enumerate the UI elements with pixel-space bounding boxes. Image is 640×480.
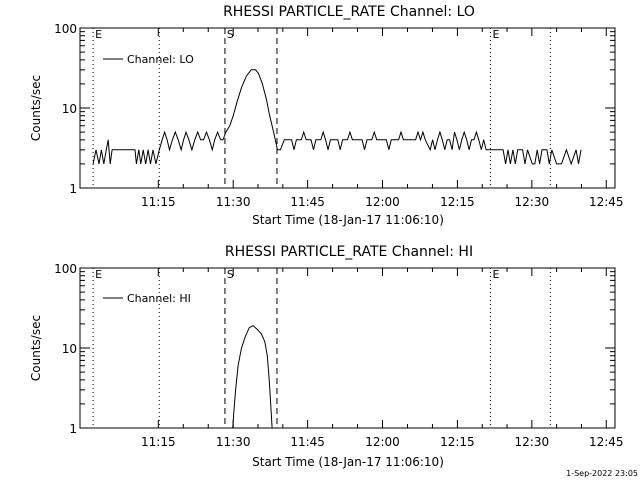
marker-label: S	[227, 268, 234, 281]
generated-timestamp: 1-Sep-2022 23:05	[566, 469, 638, 478]
x-tick-label: 12:45	[589, 195, 624, 209]
chart-title: RHESSI PARTICLE_RATE Channel: LO	[223, 4, 475, 20]
chart-title: RHESSI PARTICLE_RATE Channel: HI	[225, 244, 473, 260]
marker-label: E	[492, 28, 499, 41]
x-axis-label: Start Time (18-Jan-17 11:06:10)	[252, 455, 444, 469]
x-tick-label: 11:15	[141, 435, 176, 449]
series-line	[232, 325, 273, 429]
series-line	[92, 69, 582, 166]
panel-hi: RHESSI PARTICLE_RATE Channel: HI Counts/…	[29, 244, 624, 469]
x-tick-label: 12:00	[365, 195, 400, 209]
marker-label: S	[227, 28, 234, 41]
y-axis-label: Counts/sec	[29, 75, 43, 141]
x-tick-label: 11:15	[141, 195, 176, 209]
x-tick-label: 12:00	[365, 435, 400, 449]
x-tick-label: 12:30	[515, 195, 550, 209]
y-tick-label: 1	[69, 182, 77, 196]
panel-lo: RHESSI PARTICLE_RATE Channel: LO Counts/…	[29, 4, 624, 227]
y-tick-label: 10	[62, 342, 77, 356]
x-axis-label: Start Time (18-Jan-17 11:06:10)	[252, 213, 444, 227]
x-tick-label: 12:15	[440, 195, 475, 209]
x-tick-label: 11:45	[290, 435, 325, 449]
legend-label: Channel: LO	[127, 53, 194, 66]
x-tick-label: 11:30	[216, 435, 251, 449]
x-tick-label: 11:30	[216, 195, 251, 209]
x-tick-label: 11:45	[290, 195, 325, 209]
y-axis-label: Counts/sec	[29, 315, 43, 381]
marker-label: E	[492, 268, 499, 281]
x-tick-label: 12:15	[440, 435, 475, 449]
y-tick-label: 100	[54, 22, 77, 36]
marker-label: E	[95, 28, 102, 41]
y-tick-label: 1	[69, 422, 77, 436]
y-tick-label: 100	[54, 262, 77, 276]
marker-label: E	[95, 268, 102, 281]
x-tick-label: 12:45	[589, 435, 624, 449]
y-tick-label: 10	[62, 102, 77, 116]
x-tick-label: 12:30	[515, 435, 550, 449]
legend-label: Channel: HI	[127, 292, 191, 305]
